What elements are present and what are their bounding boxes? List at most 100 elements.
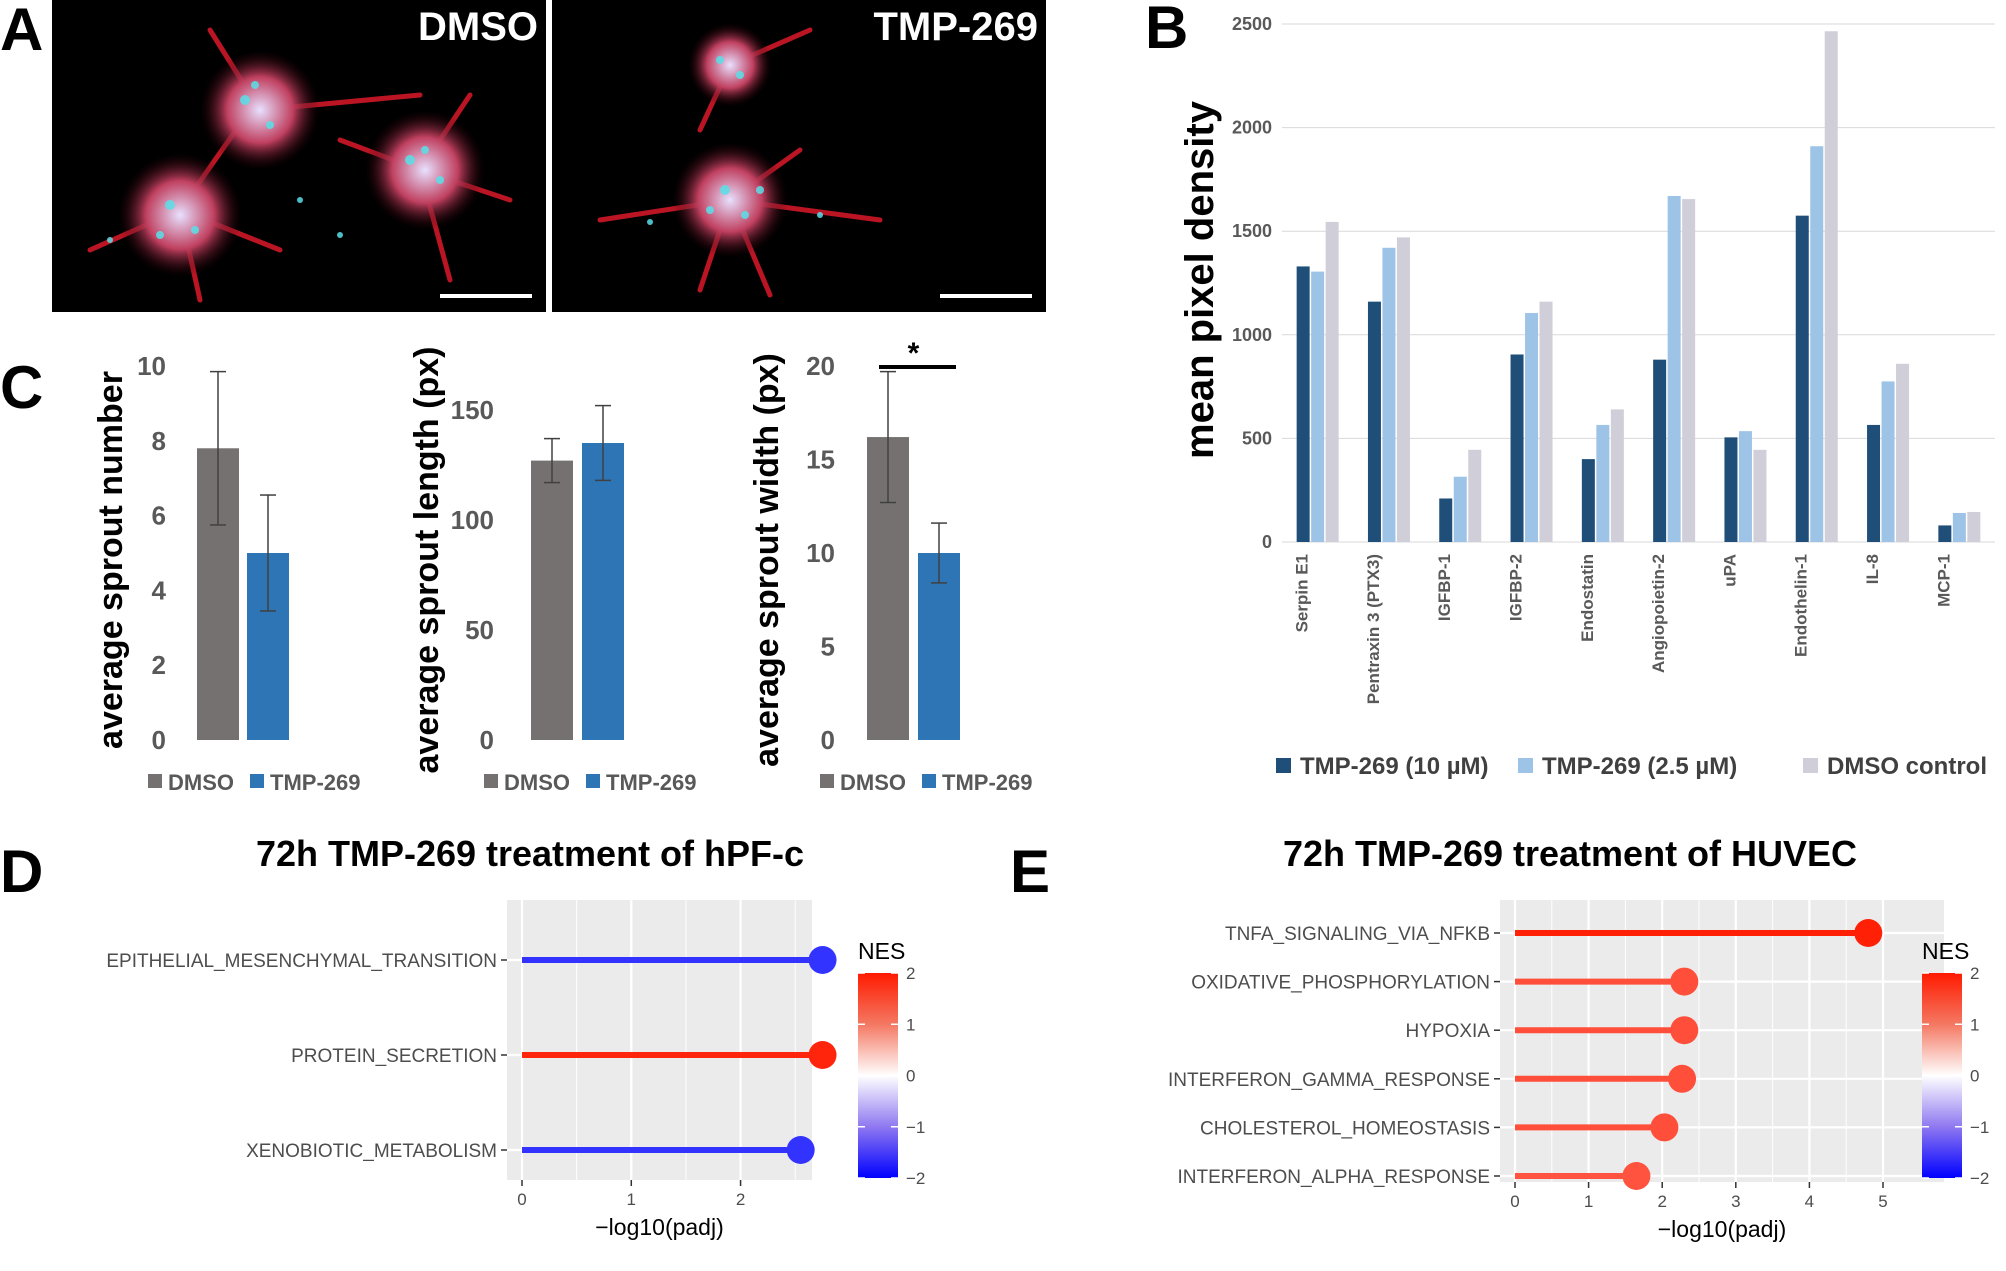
bar-TMP-269 (10 µM) bbox=[1581, 459, 1595, 542]
bar-TMP-269 (2.5 µM) bbox=[1525, 313, 1539, 542]
bar-TMP-269 (2.5 µM) bbox=[1667, 195, 1681, 542]
bar-TMP-269 (10 µM) bbox=[1653, 359, 1667, 542]
legend-tick-label: 2 bbox=[906, 964, 915, 983]
y-tick-label: 10 bbox=[806, 538, 835, 568]
legend-swatch-tmp269 bbox=[586, 774, 600, 788]
x-tick-label: Angiopoietin-2 bbox=[1649, 554, 1668, 673]
y-tick-label: 500 bbox=[1242, 428, 1272, 448]
bar-DMSO control bbox=[1753, 449, 1767, 542]
x-tick-label: Endostatin bbox=[1578, 554, 1597, 642]
bar-TMP-269 (2.5 µM) bbox=[1596, 424, 1610, 542]
bar-TMP-269 (10 µM) bbox=[1795, 215, 1809, 542]
legend-tick-label: 0 bbox=[1970, 1067, 1979, 1086]
term-label: HYPOXIA bbox=[1406, 1021, 1491, 1042]
legend-swatch bbox=[1518, 758, 1533, 773]
y-tick-label: 2000 bbox=[1232, 118, 1272, 138]
y-axis-label: average sprout length (px) bbox=[408, 347, 446, 774]
panel-label-b: B bbox=[1145, 0, 1188, 61]
micrograph-tmp269: TMP-269 bbox=[552, 0, 1046, 312]
x-tick-label: Endothelin-1 bbox=[1792, 554, 1811, 657]
plot-background bbox=[1500, 900, 1944, 1182]
legend-label: TMP-269 (10 µM) bbox=[1300, 753, 1489, 780]
legend-tick-label: 0 bbox=[906, 1067, 915, 1086]
bar-DMSO control bbox=[1468, 449, 1482, 542]
y-tick-label: 0 bbox=[152, 725, 166, 755]
y-tick-label: 1500 bbox=[1232, 221, 1272, 241]
chart-pixel-density: 0 500 1000 1500 2000 2500 Serpin E1 Pentraxin 3… bbox=[1178, 14, 1995, 780]
bar-TMP-269 (10 µM) bbox=[1938, 525, 1952, 542]
y-axis-label: mean pixel density bbox=[1178, 100, 1222, 459]
chart-gsea_hpfc: 72h TMP-269 treatment of hPF-c EPITHELIAL… bbox=[106, 833, 925, 1240]
chart-sprout_width: 0 5 10 15 20 * average sprout width (px) DMSO TM… bbox=[748, 337, 1032, 795]
bar-TMP-269 (2.5 µM) bbox=[1738, 431, 1752, 542]
legend-swatch-dmso bbox=[820, 774, 834, 788]
bar-TMP-269 (2.5 µM) bbox=[1810, 146, 1824, 543]
term-label: CHOLESTEROL_HOMEOSTASIS bbox=[1200, 1118, 1490, 1139]
bar-DMSO control bbox=[1824, 31, 1838, 542]
bar-DMSO control bbox=[1967, 511, 1981, 542]
y-axis-label: average sprout width (px) bbox=[748, 353, 786, 767]
y-tick-label: 150 bbox=[451, 395, 494, 425]
lollipop-point bbox=[1668, 1064, 1697, 1093]
y-tick-label: 15 bbox=[806, 445, 835, 475]
bar-TMP-269 (10 µM) bbox=[1367, 301, 1381, 542]
bar-TMP-269 (10 µM) bbox=[1439, 498, 1453, 542]
legend-tick-label: −2 bbox=[906, 1169, 925, 1188]
micrograph-label-tmp269: TMP-269 bbox=[874, 5, 1039, 49]
bar-TMP-269 (2.5 µM) bbox=[1453, 476, 1467, 542]
lollipop-point bbox=[1854, 919, 1883, 947]
y-tick-label: 20 bbox=[806, 351, 835, 381]
x-tick-label: uPA bbox=[1720, 554, 1739, 587]
y-tick-label: 6 bbox=[152, 501, 166, 531]
panel-label-a: A bbox=[0, 0, 43, 63]
bar-TMP-269 (2.5 µM) bbox=[1382, 247, 1396, 542]
bar-dmso bbox=[531, 460, 573, 740]
legend-label-dmso: DMSO bbox=[168, 770, 234, 795]
legend-swatch-dmso bbox=[148, 774, 162, 788]
legend-tick-label: −2 bbox=[1970, 1169, 1989, 1188]
y-tick-label: 1000 bbox=[1232, 325, 1272, 345]
legend-swatch bbox=[1803, 758, 1818, 773]
lollipop-point bbox=[1622, 1162, 1651, 1190]
legend-swatch bbox=[1276, 758, 1291, 773]
term-label: INTERFERON_ALPHA_RESPONSE bbox=[1177, 1167, 1490, 1188]
panel-label-e: E bbox=[1010, 838, 1050, 905]
y-tick-label: 2500 bbox=[1232, 14, 1272, 34]
x-tick-label: IGFBP-1 bbox=[1435, 554, 1454, 621]
x-tick-label: Pentraxin 3 (PTX3) bbox=[1364, 554, 1383, 704]
y-tick-label: 0 bbox=[821, 725, 835, 755]
lollipop-point bbox=[1670, 1016, 1699, 1045]
significance-marker: * bbox=[908, 337, 920, 370]
legend-tick-label: −1 bbox=[1970, 1118, 1989, 1137]
y-tick-label: 10 bbox=[137, 351, 166, 381]
x-tick-label: 1 bbox=[627, 1190, 636, 1209]
term-label: XENOBIOTIC_METABOLISM bbox=[246, 1141, 497, 1162]
bar-TMP-269 (10 µM) bbox=[1724, 437, 1738, 542]
chart-title: 72h TMP-269 treatment of HUVEC bbox=[1283, 833, 1857, 874]
y-tick-label: 8 bbox=[152, 426, 166, 456]
term-label: TNFA_SIGNALING_VIA_NFKB bbox=[1225, 924, 1490, 945]
lollipop-point bbox=[786, 1136, 815, 1164]
term-label: OXIDATIVE_PHOSPHORYLATION bbox=[1191, 973, 1490, 994]
x-tick-label: 0 bbox=[517, 1190, 526, 1209]
x-tick-label: 4 bbox=[1805, 1192, 1814, 1211]
x-tick-label: 2 bbox=[1657, 1192, 1666, 1211]
chart-title: 72h TMP-269 treatment of hPF-c bbox=[256, 833, 804, 874]
legend-label-tmp269: TMP-269 bbox=[606, 770, 696, 795]
plot-background bbox=[507, 900, 812, 1180]
bar-DMSO control bbox=[1682, 199, 1696, 543]
bar-DMSO control bbox=[1610, 409, 1624, 542]
legend-label: DMSO control bbox=[1827, 753, 1987, 780]
x-tick-label: 3 bbox=[1731, 1192, 1740, 1211]
x-tick-label: IGFBP-2 bbox=[1507, 554, 1526, 621]
legend-label-tmp269: TMP-269 bbox=[270, 770, 360, 795]
bar-DMSO control bbox=[1325, 221, 1339, 542]
x-tick-label: Serpin E1 bbox=[1293, 554, 1312, 632]
y-tick-label: 0 bbox=[480, 725, 494, 755]
bar-TMP-269 (10 µM) bbox=[1296, 266, 1310, 542]
x-tick-label: 1 bbox=[1584, 1192, 1593, 1211]
chart-gsea_huvec: 72h TMP-269 treatment of HUVEC TNFA_SIGNA… bbox=[1168, 833, 1989, 1242]
bar-TMP-269 (10 µM) bbox=[1510, 354, 1524, 542]
